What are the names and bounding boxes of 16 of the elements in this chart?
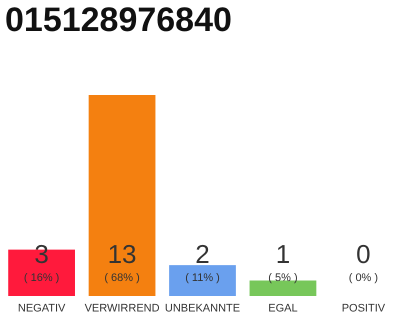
annotation: ( 0% ): [348, 272, 378, 284]
x-tick-label: EGAL: [268, 302, 298, 314]
x-tick-label: POSITIV: [342, 302, 386, 314]
data-label: 2: [195, 239, 210, 269]
bar: [88, 95, 156, 296]
annotation: ( 68% ): [104, 272, 140, 284]
chart-title: 015128976840: [5, 1, 232, 39]
data-label: 13: [108, 239, 137, 269]
x-tick-label: NEGATIV: [18, 302, 66, 314]
annotation: ( 11% ): [185, 272, 220, 284]
data-label: 0: [356, 239, 371, 269]
annotation: ( 16% ): [24, 272, 60, 284]
x-tick-label: VERWIRREND: [84, 302, 160, 314]
data-label: 1: [276, 239, 290, 269]
bar: [169, 265, 236, 296]
x-tick-label: UNBEKANNTE: [164, 302, 240, 314]
